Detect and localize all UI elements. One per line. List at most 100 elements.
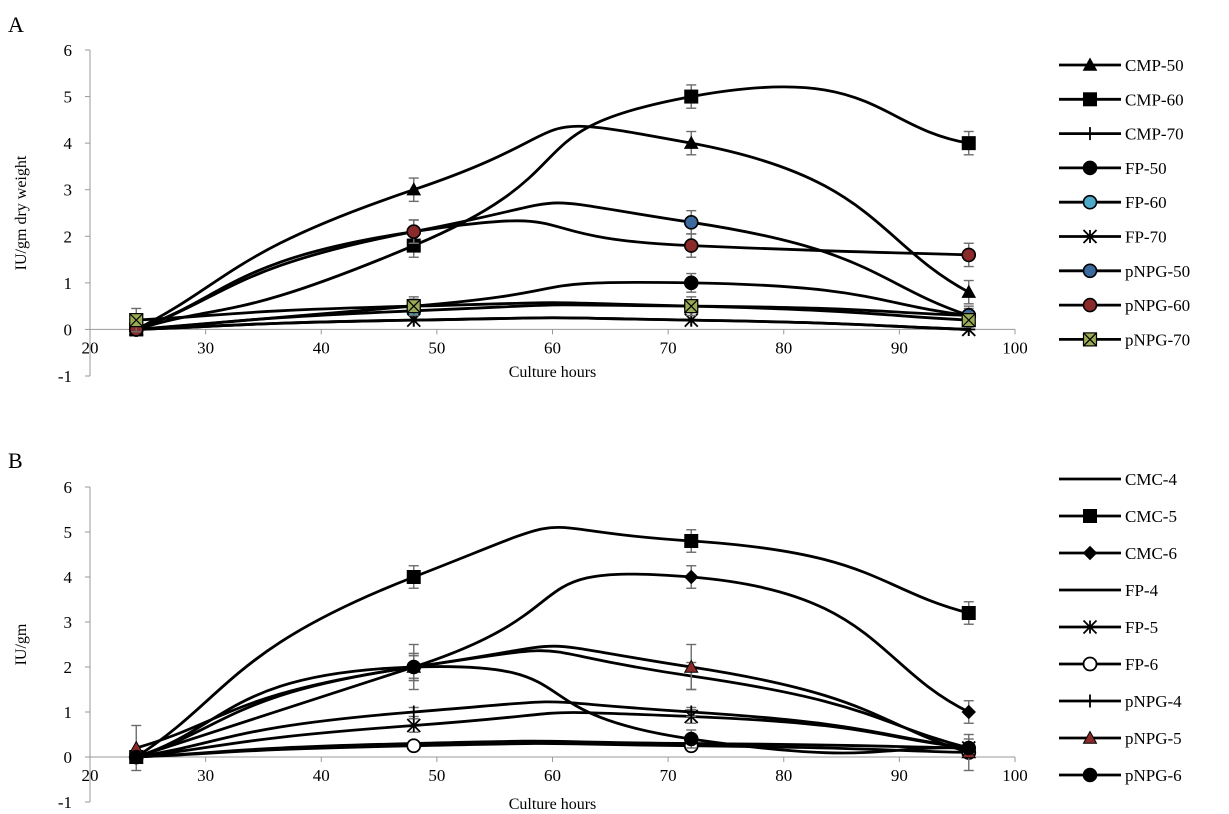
y-tick-label: -1 [58, 367, 72, 386]
legend-item: pNPG-50 [1059, 262, 1190, 281]
y-tick-label: 3 [64, 613, 73, 632]
panel-label: B [8, 448, 23, 473]
x-tick-label: 30 [197, 338, 214, 357]
legend-marker [1082, 229, 1098, 244]
x-axis-title: Culture hours [509, 796, 597, 813]
series-pnpg-6 [128, 652, 977, 765]
series-line [135, 649, 970, 759]
y-axis-title: IU/gm dry weight [13, 155, 30, 270]
series-line [135, 219, 969, 331]
x-tick-label: 100 [1002, 338, 1028, 357]
series-line [135, 124, 970, 331]
data-point [684, 299, 699, 314]
legend-label: CMC-5 [1125, 507, 1177, 526]
legend-label: pNPG-70 [1125, 330, 1190, 349]
data-point [406, 659, 422, 675]
series-cmc-6 [129, 565, 976, 765]
data-point [683, 135, 699, 149]
legend: CMC-4 CMC-5 CMC-6 FP-4 FP-5 FP-6 pNPG-4 pNPG-5 p… [1059, 470, 1182, 785]
x-tick-label: 40 [313, 338, 330, 357]
legend-item: CMC-6 [1059, 544, 1177, 563]
x-tick-label: 70 [660, 766, 677, 785]
legend-label: pNPG-5 [1125, 729, 1182, 748]
y-tick-label: 6 [64, 478, 73, 497]
legend-label: CMP-70 [1125, 125, 1184, 144]
legend-label: FP-5 [1125, 618, 1158, 637]
legend-marker [1082, 297, 1098, 313]
y-ticks: -1 0 1 2 3 4 5 6 [58, 478, 90, 812]
chart-panel-a: A -1 0 1 2 3 4 5 6 20 30 40 50 60 70 80 90 100 IU/gm dry w… [8, 12, 1190, 386]
legend-label: CMC-6 [1125, 544, 1177, 563]
legend-label: pNPG-4 [1125, 692, 1182, 711]
x-tick-label: 50 [428, 766, 445, 785]
legend-marker [1082, 194, 1098, 210]
legend-label: CMP-50 [1125, 56, 1184, 75]
panel-label: A [8, 12, 24, 37]
data-point [406, 299, 421, 314]
legend-label: CMP-60 [1125, 90, 1184, 109]
x-tick-label: 70 [660, 338, 677, 357]
legend-marker [1082, 619, 1098, 635]
legend-label: FP-6 [1125, 655, 1158, 674]
legend: CMP-50 CMP-60 CMP-70 FP-50 FP-60 FP-70 pNPG-50… [1059, 56, 1190, 349]
legend-item: pNPG-60 [1059, 296, 1190, 315]
y-tick-label: 5 [64, 88, 73, 107]
legend-marker [1083, 127, 1097, 141]
data-point [406, 182, 422, 196]
legend-item: FP-50 [1059, 159, 1167, 178]
y-tick-label: 0 [64, 320, 73, 339]
series-line [136, 742, 969, 759]
x-ticks: 20 30 40 50 60 70 80 90 100 [82, 329, 1028, 357]
x-tick-label: 40 [313, 766, 330, 785]
x-tick-label: 30 [197, 766, 214, 785]
legend-marker [1082, 730, 1098, 744]
legend-item: CMC-4 [1059, 470, 1177, 489]
data-point [683, 275, 699, 291]
data-point [406, 738, 422, 754]
legend-label: CMC-4 [1125, 470, 1177, 489]
x-tick-label: 60 [544, 338, 561, 357]
legend-item: FP-5 [1059, 618, 1158, 637]
y-tick-label: -1 [58, 793, 72, 812]
legend-label: FP-4 [1125, 581, 1159, 600]
y-tick-label: 3 [64, 181, 73, 200]
legend-marker [1083, 509, 1097, 523]
series-pnpg-70 [129, 296, 976, 333]
legend-item: CMP-60 [1059, 90, 1184, 109]
series-pnpg-5 [128, 643, 977, 772]
legend-item: pNPG-70 [1059, 330, 1190, 349]
x-tick-label: 20 [82, 766, 99, 785]
legend-label: FP-60 [1125, 193, 1167, 212]
x-tick-label: 100 [1002, 766, 1028, 785]
series-line [136, 700, 969, 759]
x-axis-title: Culture hours [509, 364, 597, 381]
data-point [684, 705, 698, 719]
data-point [684, 569, 699, 585]
data-point [961, 136, 976, 151]
series-line [136, 303, 969, 331]
data-point [961, 313, 976, 328]
data-point [406, 570, 421, 584]
legend-marker [1082, 332, 1098, 347]
x-tick-label: 90 [891, 766, 908, 785]
series-line [135, 525, 970, 759]
legend-marker [1082, 57, 1098, 71]
data-point [683, 659, 699, 673]
legend-item: CMC-5 [1059, 507, 1177, 526]
legend-item: pNPG-4 [1059, 692, 1182, 711]
y-tick-label: 4 [64, 134, 73, 153]
legend-marker [1082, 263, 1098, 279]
legend-label: FP-50 [1125, 159, 1167, 178]
data-point [128, 749, 144, 765]
y-tick-label: 6 [64, 41, 73, 60]
legend-item: pNPG-6 [1059, 766, 1182, 785]
data-point [683, 731, 699, 747]
legend-marker [1082, 545, 1098, 561]
y-tick-label: 5 [64, 523, 73, 542]
legend-item: FP-60 [1059, 193, 1167, 212]
y-tick-label: 1 [64, 274, 73, 293]
legend-item: FP-70 [1059, 228, 1167, 247]
y-tick-label: 0 [64, 748, 73, 767]
data-point [407, 705, 421, 719]
series-cmp-60 [129, 84, 976, 337]
